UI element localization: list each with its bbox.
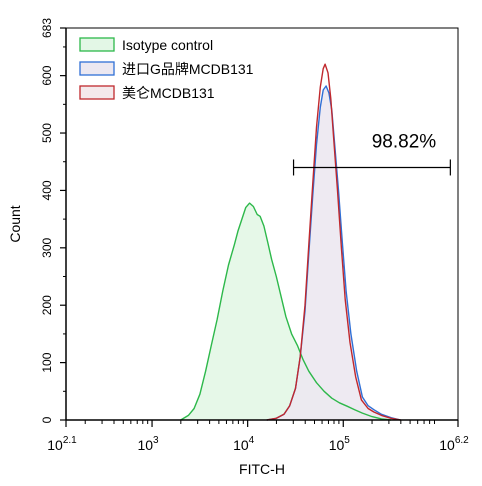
y-tick-label-5: 500 bbox=[40, 123, 54, 143]
y-tick-label-3: 300 bbox=[40, 237, 54, 257]
legend-swatch-0 bbox=[79, 37, 115, 52]
y-ticks: 0 100 200 300 400 500 600 683 bbox=[40, 18, 66, 423]
y-tick-label-0: 0 bbox=[40, 416, 54, 423]
legend: Isotype control 进口G品牌MCDB131 美仑MCDB131 bbox=[79, 37, 254, 101]
series-0-area bbox=[180, 203, 392, 420]
series-1-area bbox=[266, 86, 401, 420]
x-tick-label-4: 106.2 bbox=[439, 435, 469, 453]
gate-label: 98.82% bbox=[372, 131, 437, 152]
legend-label-0: Isotype control bbox=[122, 37, 213, 53]
x-tick-label-1: 103 bbox=[137, 435, 159, 453]
legend-swatch-1 bbox=[79, 61, 115, 76]
legend-label-1: 进口G品牌MCDB131 bbox=[122, 61, 254, 77]
x-ticks: 102.1 103 104 105 106.2 bbox=[47, 420, 469, 453]
x-tick-label-2: 104 bbox=[233, 435, 255, 453]
x-tick-label-0: 102.1 bbox=[47, 435, 77, 453]
x-tick-label-3: 105 bbox=[329, 435, 351, 453]
series-0-line bbox=[180, 202, 392, 421]
y-tick-label-2: 200 bbox=[40, 295, 54, 315]
legend-swatch-2 bbox=[79, 85, 115, 100]
y-axis-title: Count bbox=[7, 205, 23, 242]
y-tick-label-1: 100 bbox=[40, 352, 54, 372]
series-2-line bbox=[266, 63, 401, 421]
y-tick-label-7: 683 bbox=[40, 18, 54, 38]
y-tick-label-4: 400 bbox=[40, 180, 54, 200]
series-layer bbox=[180, 63, 401, 421]
x-axis-title: FITC-H bbox=[239, 461, 285, 477]
y-tick-label-6: 600 bbox=[40, 65, 54, 85]
gate-annotation: 98.82% bbox=[292, 131, 451, 176]
legend-label-2: 美仑MCDB131 bbox=[122, 85, 215, 101]
